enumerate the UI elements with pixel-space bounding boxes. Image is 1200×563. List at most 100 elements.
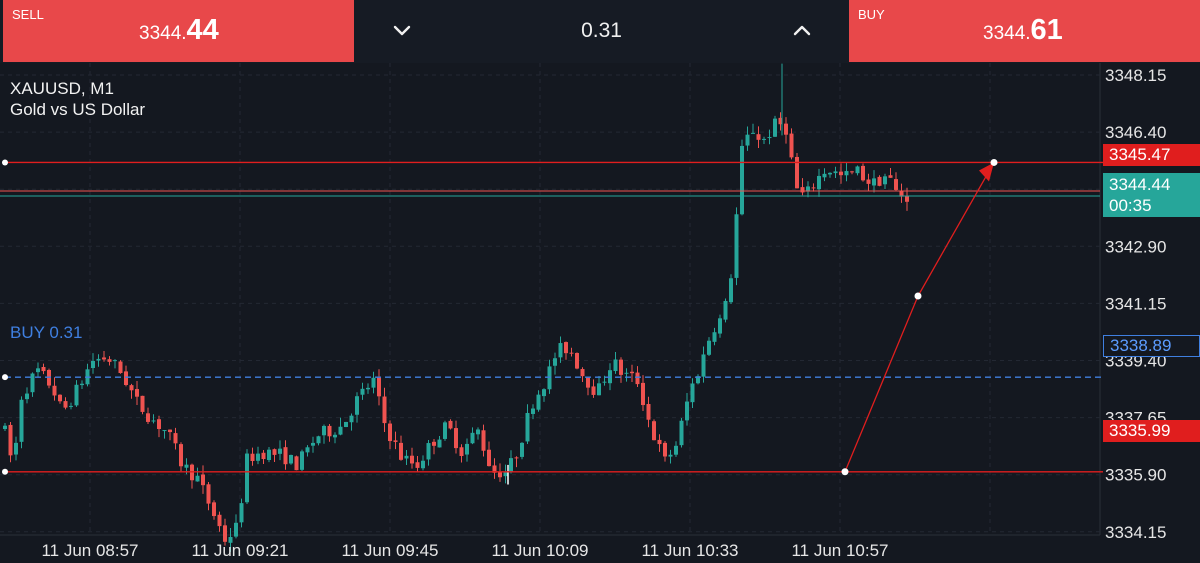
candle-body xyxy=(311,442,315,446)
order-line-label[interactable]: BUY 0.31 xyxy=(10,323,83,342)
candles xyxy=(3,63,909,552)
candle-body xyxy=(261,452,266,460)
candle-body xyxy=(382,396,387,424)
candle-body xyxy=(690,383,695,403)
candle-body xyxy=(828,172,832,175)
candle-body xyxy=(393,440,398,442)
candle-body xyxy=(619,359,623,375)
candle-body xyxy=(553,358,557,366)
candle-body xyxy=(91,360,95,369)
candle-body xyxy=(894,179,898,190)
order-price-badge[interactable]: 3338.89 xyxy=(1103,335,1200,357)
candle-body xyxy=(492,465,497,473)
take-profit-badge[interactable]: 3345.47 xyxy=(1103,144,1200,166)
candle-body xyxy=(349,415,354,423)
candle-body xyxy=(745,134,750,146)
candle-body xyxy=(646,404,651,420)
candle-body xyxy=(564,342,568,354)
candle-body xyxy=(399,442,403,460)
candle-body xyxy=(476,429,480,435)
price-chart[interactable]: 3348.153346.403344.653342.903341.153339.… xyxy=(0,63,1200,563)
sell-button[interactable]: SELL 3344.44 xyxy=(3,0,354,62)
candle-body xyxy=(113,360,117,362)
candle-body xyxy=(591,386,596,395)
candle-body xyxy=(443,422,447,439)
candle-body xyxy=(525,412,530,442)
candle-body xyxy=(674,445,678,455)
symbol-title: XAUUSD, M1 xyxy=(10,79,114,98)
candle-body xyxy=(734,214,739,278)
candle-body xyxy=(432,441,436,446)
candle-body xyxy=(80,383,84,386)
arrow-handle xyxy=(841,468,849,476)
candle-body xyxy=(448,420,453,429)
candle-body xyxy=(597,383,601,396)
stop-loss-badge[interactable]: 3335.99 xyxy=(1103,420,1200,442)
candle-body xyxy=(773,118,777,137)
candle-body xyxy=(272,449,277,455)
candle-body xyxy=(542,389,546,397)
price-tick-label: 3342.90 xyxy=(1105,237,1166,256)
candle-body xyxy=(701,354,706,377)
candle-body xyxy=(3,425,7,430)
chart-grid xyxy=(0,63,1101,536)
candle-body xyxy=(635,372,640,385)
candle-body xyxy=(657,439,662,445)
candle-body xyxy=(212,502,216,517)
candle-body xyxy=(558,343,563,358)
sell-price: 3344.44 xyxy=(139,14,219,54)
sell-price-suffix: 44 xyxy=(186,14,219,46)
candle-body xyxy=(663,442,667,457)
candle-body xyxy=(173,433,178,444)
price-axis: 3348.153346.403344.653342.903341.153339.… xyxy=(1105,66,1166,542)
candle-body xyxy=(151,420,156,422)
decrease-volume-button[interactable] xyxy=(384,12,420,48)
candle-body xyxy=(360,388,365,395)
candle-body xyxy=(883,176,887,185)
candle-body xyxy=(762,138,766,140)
candle-body xyxy=(723,300,728,320)
candle-body xyxy=(602,381,607,383)
candle-body xyxy=(459,447,464,457)
candle-body xyxy=(712,332,717,342)
candle-body xyxy=(338,426,343,435)
candle-body xyxy=(888,175,893,178)
candle-body xyxy=(25,393,29,400)
candle-body xyxy=(217,514,222,527)
candle-body xyxy=(146,413,150,422)
candle-body xyxy=(454,428,458,449)
candle-body xyxy=(63,401,68,408)
candle-body xyxy=(52,385,57,396)
candle-body xyxy=(503,472,508,477)
increase-volume-button[interactable] xyxy=(784,12,820,48)
candle-body xyxy=(756,134,761,140)
candle-body xyxy=(404,455,409,459)
volume-value[interactable]: 0.31 xyxy=(581,19,622,42)
candle-body xyxy=(327,425,332,437)
candle-body xyxy=(850,171,854,173)
price-tick-label: 3341.15 xyxy=(1105,294,1166,313)
candle-body xyxy=(613,359,618,372)
candle-body xyxy=(388,423,392,442)
chart-canvas[interactable]: 3348.153346.403344.653342.903341.153339.… xyxy=(0,63,1200,563)
candle-body xyxy=(206,484,211,504)
bar-countdown: 00:35 xyxy=(1109,196,1152,215)
candle-body xyxy=(514,457,519,459)
sell-label: SELL xyxy=(12,7,44,22)
candle-body xyxy=(234,522,238,537)
candle-body xyxy=(580,369,585,377)
buy-button[interactable]: BUY 3344.61 xyxy=(849,0,1200,62)
chevron-down-icon xyxy=(393,25,411,36)
candle-body xyxy=(872,178,876,186)
candle-body xyxy=(861,165,865,181)
candle-body xyxy=(195,475,200,482)
candle-body xyxy=(811,187,816,189)
buy-price: 3344.61 xyxy=(983,14,1063,54)
candle-body xyxy=(905,196,909,202)
buy-price-suffix: 61 xyxy=(1030,14,1063,46)
candle-body xyxy=(415,462,420,468)
candle-body xyxy=(300,451,304,470)
line-handle xyxy=(2,468,8,475)
candle-body xyxy=(305,447,310,453)
candle-body xyxy=(751,132,755,134)
